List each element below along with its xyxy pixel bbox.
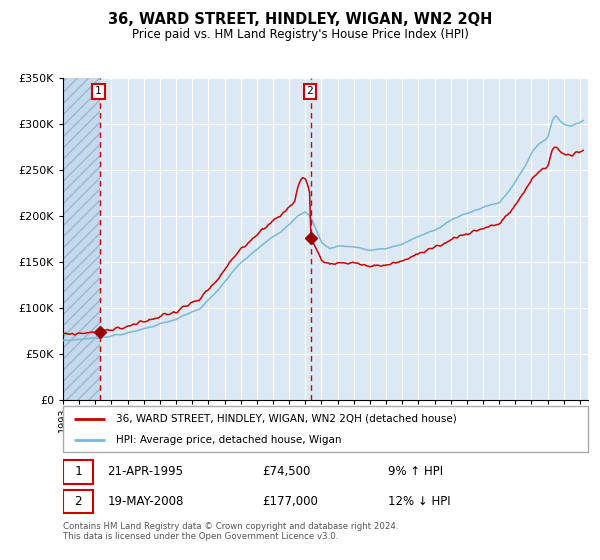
FancyBboxPatch shape (63, 460, 94, 483)
Text: 19-MAY-2008: 19-MAY-2008 (107, 495, 184, 508)
Text: 36, WARD STREET, HINDLEY, WIGAN, WN2 2QH (detached house): 36, WARD STREET, HINDLEY, WIGAN, WN2 2QH… (115, 414, 456, 424)
FancyBboxPatch shape (63, 406, 588, 452)
FancyBboxPatch shape (63, 489, 94, 513)
Text: £177,000: £177,000 (263, 495, 319, 508)
Text: 2: 2 (74, 495, 82, 508)
Text: 12% ↓ HPI: 12% ↓ HPI (389, 495, 451, 508)
Text: 36, WARD STREET, HINDLEY, WIGAN, WN2 2QH: 36, WARD STREET, HINDLEY, WIGAN, WN2 2QH (108, 12, 492, 27)
Text: Price paid vs. HM Land Registry's House Price Index (HPI): Price paid vs. HM Land Registry's House … (131, 28, 469, 41)
Text: 2: 2 (307, 86, 313, 96)
Text: HPI: Average price, detached house, Wigan: HPI: Average price, detached house, Wiga… (115, 436, 341, 445)
Text: 21-APR-1995: 21-APR-1995 (107, 465, 184, 478)
Bar (63, 78, 100, 400)
Text: £74,500: £74,500 (263, 465, 311, 478)
Text: 1: 1 (74, 465, 82, 478)
Text: 1: 1 (95, 86, 102, 96)
Text: 9% ↑ HPI: 9% ↑ HPI (389, 465, 443, 478)
Text: Contains HM Land Registry data © Crown copyright and database right 2024.
This d: Contains HM Land Registry data © Crown c… (63, 522, 398, 542)
